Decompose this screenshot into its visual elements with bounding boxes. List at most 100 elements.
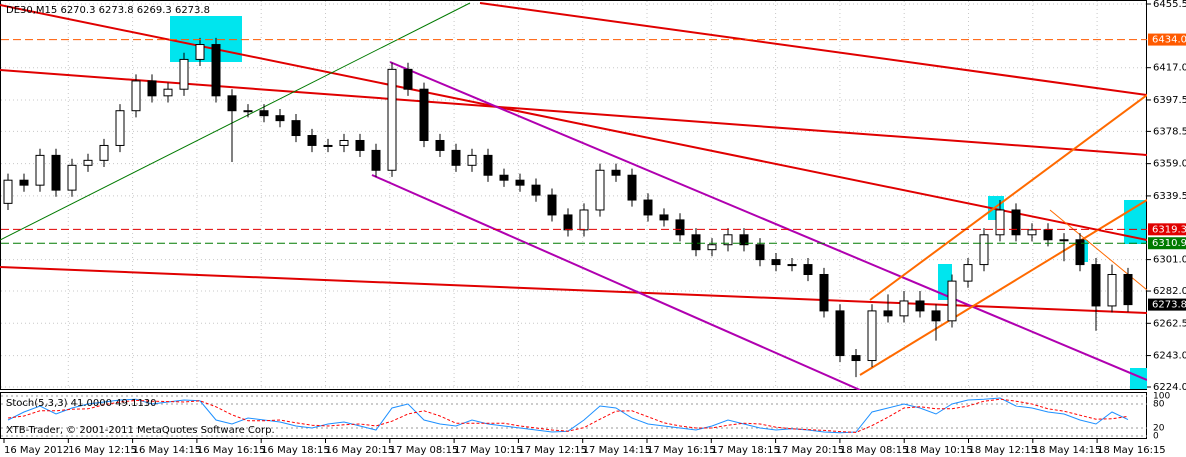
drawings bbox=[0, 2, 1147, 390]
candle-body bbox=[19, 179, 29, 186]
level-label-bg bbox=[1148, 237, 1186, 250]
last-price-bg bbox=[1148, 298, 1186, 311]
main-panel bbox=[0, 0, 1147, 390]
x-tick-label: 18 May 16:15 bbox=[1097, 445, 1166, 456]
candle-body bbox=[563, 214, 573, 231]
footer: XTB-Trader, © 2001-2011 MetaQuotes Softw… bbox=[6, 425, 275, 436]
candle-body bbox=[467, 154, 477, 166]
candle-body bbox=[787, 264, 797, 267]
candle-body bbox=[739, 234, 749, 246]
candle-body bbox=[291, 120, 301, 137]
candle-body bbox=[547, 194, 557, 216]
candle-body bbox=[1123, 273, 1133, 306]
stoch-title: Stoch(5,3,3) 41.0000 49.1130 bbox=[6, 398, 157, 409]
candle-body bbox=[675, 219, 685, 236]
x-tick-label: 17 May 14:15 bbox=[583, 445, 652, 456]
level-label: 6310.9 bbox=[1152, 238, 1186, 249]
level-label: 6434.0 bbox=[1152, 35, 1186, 46]
chart-title: DE30,M15 6270.3 6273.8 6269.3 6273.8 bbox=[6, 5, 210, 16]
stoch-tick-label: 20 bbox=[1153, 424, 1165, 434]
trendline bbox=[371, 174, 861, 390]
candle-body bbox=[899, 300, 909, 317]
candle-body bbox=[995, 209, 1005, 236]
candle-body bbox=[1043, 229, 1053, 241]
candle-body bbox=[115, 110, 125, 146]
candle-body bbox=[819, 273, 829, 312]
candle-body bbox=[1091, 264, 1101, 307]
y-tick-label: 6378.5 bbox=[1153, 126, 1186, 137]
y-tick-label: 6224.0 bbox=[1153, 382, 1186, 393]
candle-body bbox=[627, 174, 637, 201]
candle-body bbox=[643, 199, 653, 216]
x-tick-label: 16 May 14:15 bbox=[133, 445, 202, 456]
level-label-bg bbox=[1148, 223, 1186, 236]
trendline bbox=[389, 61, 1147, 381]
candle-body bbox=[755, 244, 765, 261]
candle-body bbox=[3, 179, 13, 204]
candle-body bbox=[323, 144, 333, 147]
x-tick-label: 18 May 12:15 bbox=[969, 445, 1038, 456]
candle-body bbox=[307, 135, 317, 146]
candle-body bbox=[259, 110, 269, 117]
candle-body bbox=[659, 214, 669, 221]
candle-body bbox=[435, 139, 445, 151]
candle-body bbox=[723, 234, 733, 246]
candle-body bbox=[1011, 209, 1021, 236]
candle-body bbox=[515, 179, 525, 186]
candle-body bbox=[1075, 239, 1085, 266]
candle-body bbox=[963, 264, 973, 282]
candle-body bbox=[1059, 239, 1069, 242]
candle-body bbox=[387, 68, 397, 171]
candle-body bbox=[35, 154, 45, 186]
candle-body bbox=[1027, 229, 1037, 236]
candle-body bbox=[147, 80, 157, 97]
candle-body bbox=[275, 115, 285, 122]
x-tick-label: 17 May 08:15 bbox=[390, 445, 459, 456]
x-tick-label: 17 May 16:15 bbox=[647, 445, 716, 456]
x-tick-label: 16 May 12:15 bbox=[68, 445, 137, 456]
trendline bbox=[479, 2, 1147, 96]
x-tick-label: 18 May 14:15 bbox=[1033, 445, 1102, 456]
candle-body bbox=[707, 244, 717, 251]
candle-body bbox=[883, 310, 893, 317]
candle-body bbox=[243, 110, 253, 113]
y-tick-label: 6262.5 bbox=[1153, 318, 1186, 329]
candle-body bbox=[531, 184, 541, 196]
candle-body bbox=[915, 300, 925, 312]
candle-body bbox=[1107, 273, 1117, 307]
candle-body bbox=[99, 144, 109, 161]
candle-body bbox=[67, 164, 77, 191]
candle-body bbox=[227, 95, 237, 112]
candle-body bbox=[339, 139, 349, 146]
x-tick-label: 16 May 2012 bbox=[4, 445, 69, 456]
candle-body bbox=[83, 159, 93, 166]
trendline bbox=[0, 69, 1147, 156]
trendline bbox=[0, 2, 471, 241]
candle-body bbox=[867, 310, 877, 362]
y-tick-label: 6359.0 bbox=[1153, 159, 1186, 170]
y-tick-label: 6397.5 bbox=[1153, 95, 1186, 106]
candle-body bbox=[979, 234, 989, 266]
candle-body bbox=[403, 68, 413, 90]
candle-body bbox=[499, 174, 509, 181]
x-tick-label: 17 May 10:15 bbox=[454, 445, 523, 456]
y-tick-label: 6243.0 bbox=[1153, 351, 1186, 362]
candle-body bbox=[419, 88, 429, 141]
level-label-bg bbox=[1148, 33, 1186, 46]
y-tick-label: 6339.5 bbox=[1153, 191, 1186, 202]
candle-body bbox=[355, 139, 365, 151]
trendline bbox=[0, 4, 1147, 241]
candle-body bbox=[371, 149, 381, 171]
candle-body bbox=[179, 58, 189, 90]
candle-body bbox=[163, 88, 173, 97]
trendline bbox=[869, 94, 1147, 301]
candle-body bbox=[771, 259, 781, 266]
x-tick-label: 17 May 12:15 bbox=[518, 445, 587, 456]
candle-body bbox=[611, 169, 621, 176]
candle-body bbox=[451, 149, 461, 166]
highlight bbox=[1130, 368, 1147, 389]
candle-body bbox=[947, 280, 957, 322]
level-label: 6319.3 bbox=[1152, 224, 1186, 235]
